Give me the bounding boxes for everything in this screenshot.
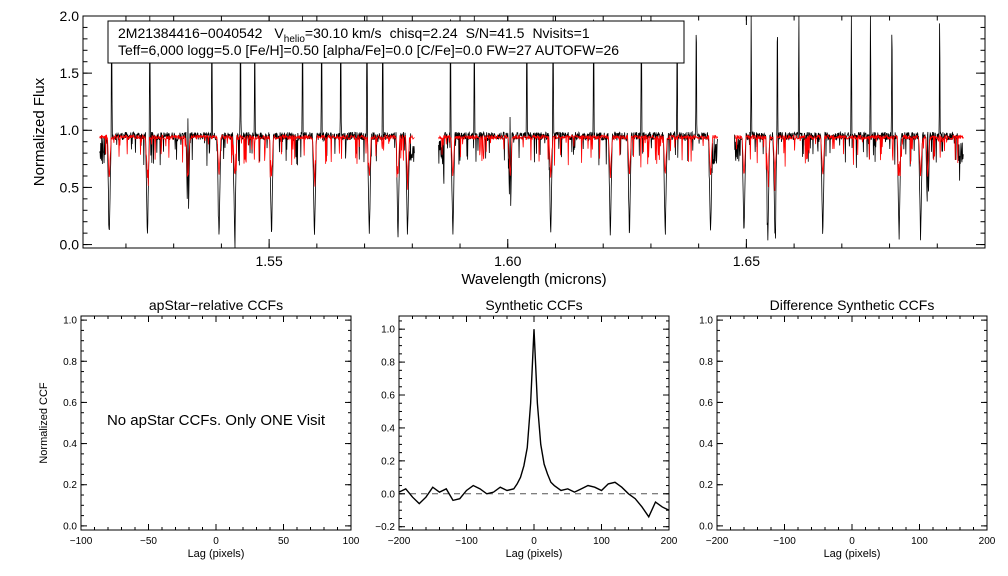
y-tick-label: 2.0 (60, 8, 80, 24)
infobox-frame (107, 20, 685, 64)
spectrum-frame (82, 15, 986, 249)
infobox-chisq: chisq=2.24 (390, 25, 458, 41)
spectrum-series-observed (734, 15, 964, 241)
y-tick-label: 0.8 (699, 357, 713, 368)
synthetic-ccf-title: Synthetic CCFs (485, 297, 582, 313)
x-tick-label: 0 (213, 536, 219, 547)
y-tick-label: 0.6 (63, 398, 77, 409)
spectrum-plot: 1.55 1.60 1.65 0.0 0.5 1.0 1.5 2.0 Wavelength (… (31, 8, 986, 288)
y-tick-label: 0.5 (60, 179, 80, 195)
x-tick-label: 100 (343, 536, 360, 547)
y-tick-label: 1.5 (60, 65, 80, 81)
y-tick-label: 0.4 (63, 439, 77, 450)
x-tick-label: 0 (531, 536, 537, 547)
infobox-snr: S/N=41.5 (466, 25, 525, 41)
apstar-ccf-title: apStar−relative CCFs (149, 297, 283, 313)
y-tick-label: 1.0 (60, 122, 80, 138)
apstar-ccf-annotation: No apStar CCFs. Only ONE Visit (107, 412, 326, 429)
spectrum-series-model (99, 133, 415, 190)
y-tick-label: 0.4 (699, 439, 713, 450)
x-tick-label: 100 (593, 536, 610, 547)
y-tick-label: 0.8 (63, 357, 77, 368)
y-tick-label: 0.4 (381, 423, 395, 434)
spectrum-ylabel: Normalized Flux (31, 77, 48, 186)
synthetic-ccf-frame (398, 315, 670, 531)
infobox-line1: 2M21384416−0040542 Vhelio=30.10 km/s chisq… (118, 25, 590, 45)
synthetic-ccf-panel: Synthetic CCFs −200 −100 0 100 200 −0.2 0.0 0.2… (375, 297, 678, 560)
y-tick-label: 0.2 (381, 456, 395, 467)
x-tick-label: −100 (70, 536, 93, 547)
y-tick-label: 0.0 (381, 489, 395, 500)
x-tick-label: 1.65 (733, 253, 760, 269)
x-tick-label: 1.55 (256, 253, 283, 269)
x-tick-label: 0 (849, 536, 855, 547)
apstar-ccf-xlabel: Lag (pixels) (188, 548, 245, 560)
spectrum-infobox: 2M21384416−0040542 Vhelio=30.10 km/s chisq… (107, 20, 685, 64)
y-tick-label: 1.0 (63, 316, 77, 327)
y-tick-label: 0.8 (381, 358, 395, 369)
y-tick-label: 0.0 (699, 521, 713, 532)
infobox-nvisits: Nvisits=1 (532, 25, 589, 41)
y-tick-label: 0.6 (699, 398, 713, 409)
spectrum-xlabel: Wavelength (microns) (461, 271, 606, 288)
x-tick-label: −100 (773, 536, 796, 547)
x-tick-label: 200 (661, 536, 678, 547)
difference-ccf-xlabel: Lag (pixels) (824, 548, 881, 560)
spectrum-series-model (734, 133, 964, 191)
y-tick-label: 0.0 (63, 521, 77, 532)
infobox-vhelio-v: V (274, 25, 284, 41)
infobox-vhelio-value: =30.10 km/s (305, 25, 382, 41)
y-tick-label: −0.2 (375, 522, 395, 533)
y-tick-label: 0.6 (381, 391, 395, 402)
infobox-star-id: 2M21384416−0040542 (118, 25, 263, 41)
synthetic-ccf-line (398, 329, 670, 519)
difference-ccf-panel: Difference Synthetic CCFs −200 −100 0 100 20… (699, 297, 996, 560)
synthetic-ccf-xlabel: Lag (pixels) (506, 548, 563, 560)
infobox-params: Teff=6,000 logg=5.0 [Fe/H]=0.50 [alpha/F… (118, 42, 619, 58)
x-tick-label: 1.60 (494, 253, 521, 269)
x-tick-label: 100 (911, 536, 928, 547)
y-tick-label: 1.0 (699, 316, 713, 327)
x-tick-label: −50 (140, 536, 157, 547)
difference-ccf-frame (716, 315, 988, 531)
y-tick-label: 0.0 (60, 236, 80, 252)
x-tick-label: −200 (388, 536, 411, 547)
x-tick-label: 200 (979, 536, 996, 547)
spectrum-series-model (438, 133, 719, 178)
x-tick-label: 50 (278, 536, 290, 547)
y-tick-label: 1.0 (381, 325, 395, 336)
y-tick-label: 0.2 (63, 480, 77, 491)
apstar-ccf-panel: apStar−relative CCFs −100 −50 0 50 100 0.0 0.2… (38, 297, 360, 560)
apstar-ccf-ylabel: Normalized CCF (38, 382, 50, 464)
x-tick-label: −200 (706, 536, 729, 547)
x-tick-label: −100 (455, 536, 478, 547)
difference-ccf-title: Difference Synthetic CCFs (770, 297, 935, 313)
infobox-vhelio-sub: helio (284, 34, 306, 45)
y-tick-label: 0.2 (699, 480, 713, 491)
